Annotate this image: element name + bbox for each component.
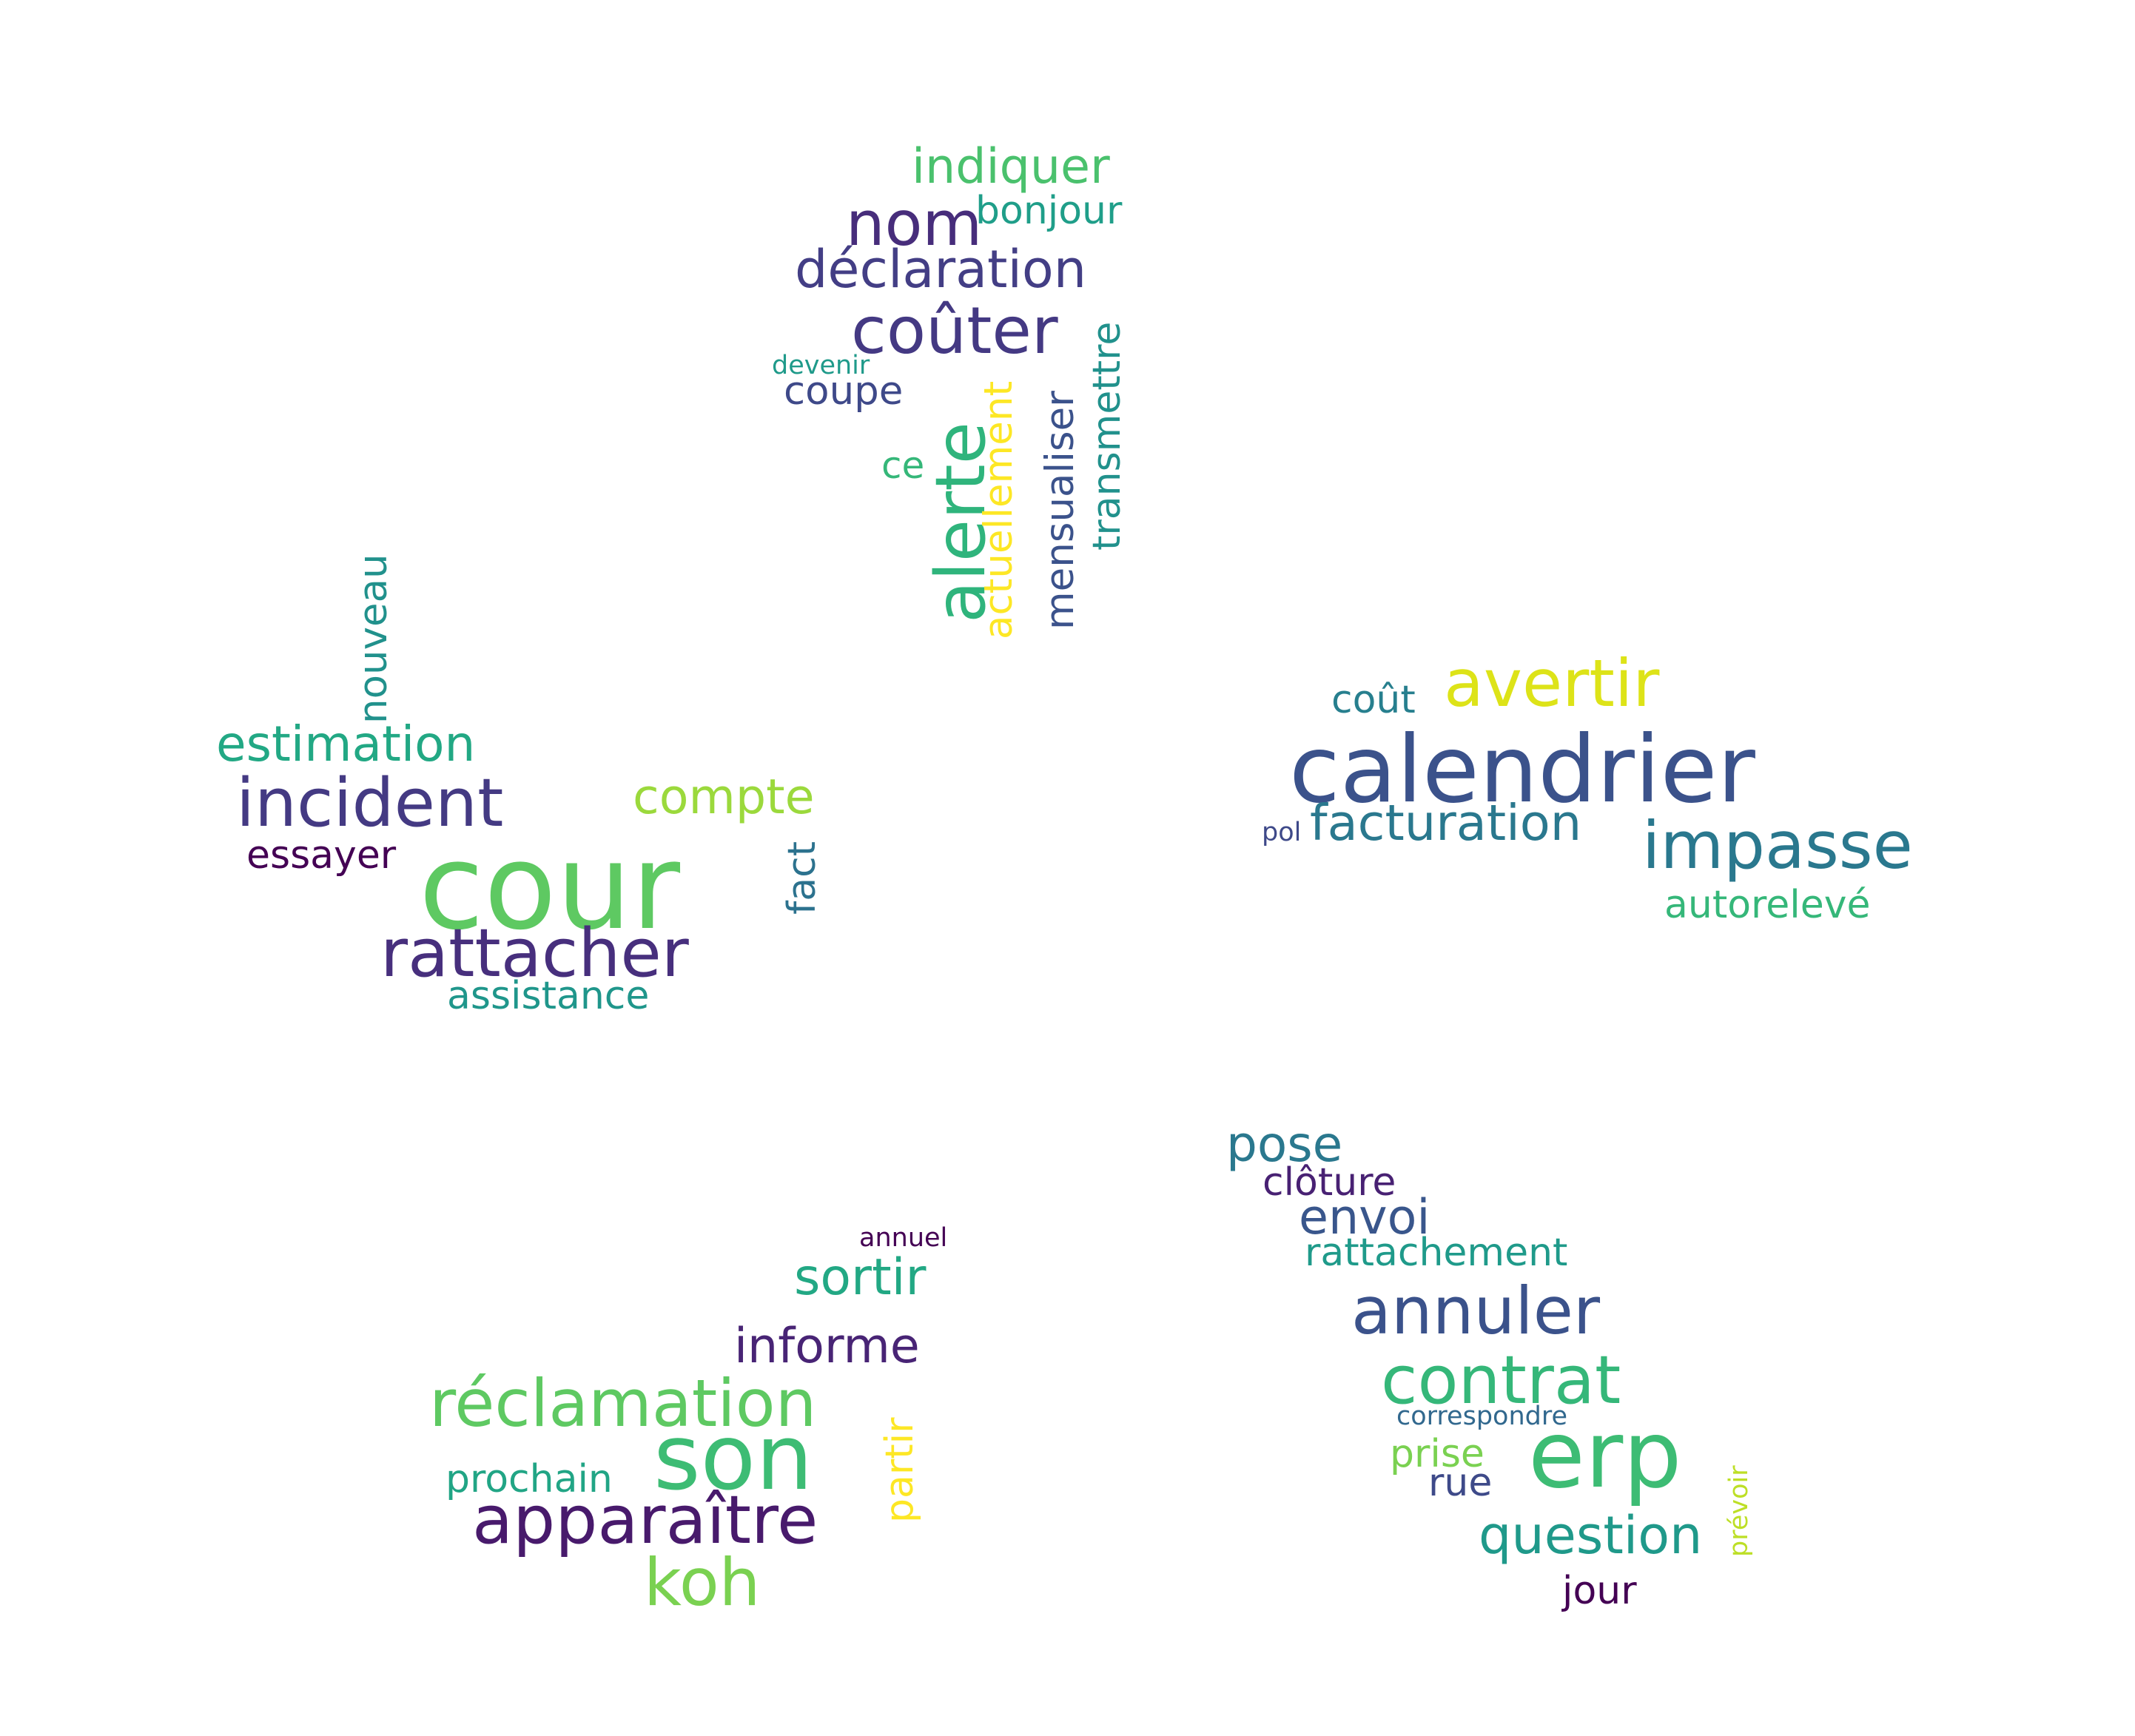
word-rattachement: rattachement [1305,1231,1568,1275]
word-actuellement: actuellement [976,380,1021,639]
word-estimation: estimation [216,716,476,773]
word-son: son [653,1405,813,1510]
word-essayer: essayer [246,833,397,878]
word-pose: pose [1226,1116,1343,1173]
word-transmettre: transmettre [1085,321,1129,551]
word-rue: rue [1428,1461,1493,1505]
word-avertir: avertir [1444,645,1660,721]
word-indiquer: indiquer [912,139,1110,195]
word-clôture: clôture [1262,1160,1396,1205]
word-envoi: envoi [1299,1190,1430,1245]
word-facturation: facturation [1310,794,1582,852]
word-prochain: prochain [446,1457,613,1501]
word-devenir: devenir [772,351,870,380]
word-déclaration: déclaration [795,239,1087,300]
word-prévoir: prévoir [1724,1465,1754,1557]
word-correspondre: correspondre [1396,1402,1568,1431]
word-koh: koh [644,1544,761,1621]
word-mensualiser: mensualiser [1038,391,1083,630]
word-partir: partir [878,1417,922,1523]
word-coupe: coupe [784,369,904,414]
word-assistance: assistance [447,974,650,1018]
word-pol: pol [1262,818,1302,847]
word-annuler: annuler [1351,1273,1601,1349]
word-nouveau: nouveau [351,554,396,724]
word-nom: nom [846,188,983,260]
word-cour: cour [419,818,681,956]
word-coût: coût [1331,678,1416,722]
word-bonjour: bonjour [975,189,1123,233]
word-erp: erp [1528,1402,1682,1509]
word-prise: prise [1390,1432,1485,1476]
word-compte: compte [633,770,815,825]
word-réclamation: réclamation [429,1365,817,1441]
word-jour: jour [1562,1569,1637,1613]
word-incident: incident [236,764,504,842]
word-coûter: coûter [851,293,1058,369]
word-ce: ce [881,444,925,487]
word-contrat: contrat [1381,1342,1621,1419]
word-impasse: impasse [1642,807,1913,884]
word-autorelevé: autorelevé [1664,883,1871,927]
word-annuel: annuel [859,1223,948,1253]
word-question: question [1479,1505,1703,1566]
word-informe: informe [734,1319,920,1374]
word-rattacher: rattacher [380,915,689,992]
word-apparaître: apparaître [472,1481,818,1559]
word-sortir: sortir [794,1248,927,1307]
word-fact: fact [780,841,824,915]
word-calendrier: calendrier [1289,716,1755,824]
